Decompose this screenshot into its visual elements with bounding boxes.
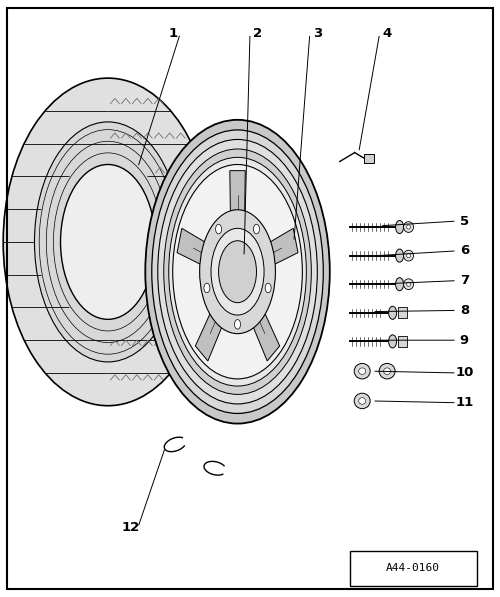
Ellipse shape — [396, 278, 404, 291]
Polygon shape — [252, 309, 280, 361]
Ellipse shape — [200, 210, 276, 334]
Ellipse shape — [354, 364, 370, 379]
Ellipse shape — [204, 283, 210, 293]
Ellipse shape — [396, 220, 404, 233]
Ellipse shape — [388, 335, 396, 348]
Ellipse shape — [404, 279, 413, 290]
Bar — [398, 336, 406, 347]
Ellipse shape — [168, 158, 306, 386]
Ellipse shape — [358, 398, 366, 404]
Ellipse shape — [34, 122, 182, 362]
Ellipse shape — [406, 254, 410, 258]
Text: 8: 8 — [460, 304, 469, 317]
Ellipse shape — [211, 228, 264, 315]
Text: A44-0160: A44-0160 — [386, 564, 440, 573]
Ellipse shape — [354, 393, 370, 409]
Ellipse shape — [388, 306, 396, 319]
Text: 11: 11 — [456, 396, 473, 409]
Ellipse shape — [164, 149, 312, 395]
Ellipse shape — [234, 319, 240, 329]
Text: 2: 2 — [253, 27, 262, 40]
Text: 6: 6 — [460, 244, 469, 257]
Ellipse shape — [60, 165, 156, 319]
Text: 5: 5 — [460, 214, 469, 227]
Text: 12: 12 — [121, 521, 140, 534]
Ellipse shape — [406, 282, 410, 287]
Text: 7: 7 — [460, 274, 469, 287]
Polygon shape — [177, 228, 208, 266]
Ellipse shape — [265, 283, 271, 293]
Ellipse shape — [172, 165, 302, 379]
Ellipse shape — [152, 130, 324, 414]
Ellipse shape — [158, 140, 318, 404]
Text: 9: 9 — [460, 334, 469, 347]
Ellipse shape — [404, 221, 413, 232]
Bar — [364, 155, 374, 163]
Ellipse shape — [216, 224, 222, 234]
Ellipse shape — [384, 368, 390, 374]
Ellipse shape — [218, 241, 256, 303]
Bar — [398, 307, 406, 318]
Ellipse shape — [406, 225, 410, 229]
Text: 10: 10 — [455, 367, 473, 380]
Ellipse shape — [396, 249, 404, 262]
Polygon shape — [230, 171, 246, 217]
Ellipse shape — [358, 368, 366, 374]
Ellipse shape — [379, 364, 395, 379]
Polygon shape — [196, 309, 224, 361]
Ellipse shape — [404, 250, 413, 261]
Polygon shape — [267, 228, 298, 266]
Text: 3: 3 — [312, 27, 322, 40]
Ellipse shape — [146, 120, 330, 424]
Ellipse shape — [254, 224, 260, 234]
Ellipse shape — [3, 78, 212, 406]
Text: 4: 4 — [382, 27, 392, 40]
FancyBboxPatch shape — [350, 551, 477, 586]
Text: 1: 1 — [168, 27, 177, 40]
